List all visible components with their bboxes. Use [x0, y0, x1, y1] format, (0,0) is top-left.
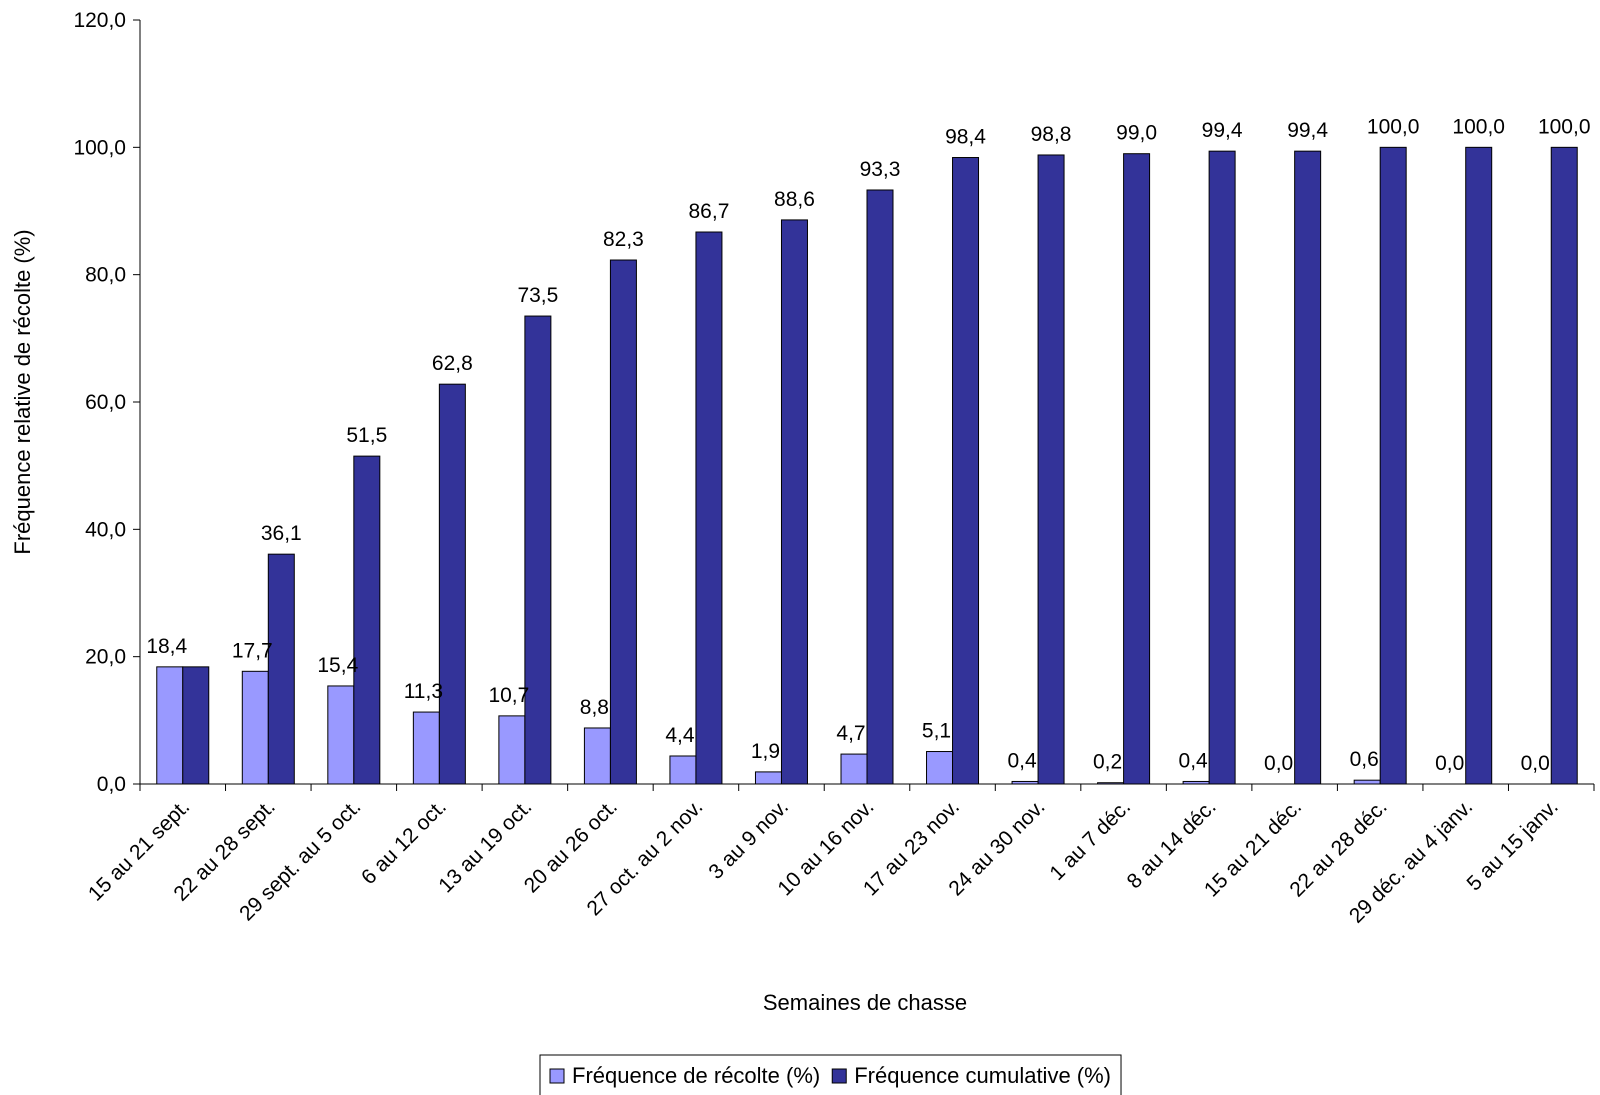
ticks-group: 15 au 21 sept.22 au 28 sept.29 sept. au … — [73, 9, 1562, 928]
data-label-harvest-4: 10,7 — [488, 684, 529, 707]
legend-label-harvest: Fréquence de récolte (%) — [572, 1063, 820, 1088]
bar-cumulative-12 — [1208, 150, 1236, 785]
bar-harvest-1 — [241, 670, 269, 785]
data-label-harvest-15: 0,0 — [1435, 752, 1464, 775]
bar-harvest-5 — [583, 727, 611, 785]
data-label-harvest-13: 0,0 — [1264, 752, 1293, 775]
x-axis-title: Semaines de chasse — [763, 990, 967, 1015]
x-tick-label-7: 3 au 9 nov. — [704, 795, 793, 884]
legend-swatch-cumulative — [831, 1068, 847, 1084]
data-label-harvest-2: 15,4 — [317, 654, 358, 677]
bar-cumulative-5 — [609, 259, 637, 785]
data-label-cumulative-10: 98,8 — [1031, 123, 1072, 146]
x-tick-label-11: 1 au 7 déc. — [1045, 795, 1135, 885]
data-label-cumulative-16: 100,0 — [1538, 115, 1591, 138]
data-label-harvest-9: 5,1 — [922, 720, 951, 743]
data-label-harvest-1: 17,7 — [232, 639, 273, 662]
y-tick-label-6: 120,0 — [73, 9, 126, 32]
data-label-cumulative-1: 36,1 — [261, 522, 302, 545]
bar-cumulative-13 — [1294, 150, 1322, 785]
data-label-cumulative-4: 73,5 — [517, 284, 558, 307]
bar-harvest-0 — [156, 666, 184, 785]
data-label-harvest-16: 0,0 — [1521, 752, 1550, 775]
data-label-cumulative-9: 98,4 — [945, 126, 986, 149]
legend-label-cumulative: Fréquence cumulative (%) — [854, 1063, 1111, 1088]
data-label-cumulative-6: 86,7 — [689, 200, 730, 223]
y-tick-label-2: 40,0 — [85, 518, 126, 541]
bars-group — [156, 146, 1578, 785]
bar-cumulative-15 — [1465, 146, 1493, 785]
bar-harvest-14 — [1353, 779, 1381, 785]
data-label-cumulative-12: 99,4 — [1202, 119, 1243, 142]
data-label-cumulative-11: 99,0 — [1116, 122, 1157, 145]
data-label-cumulative-8: 93,3 — [860, 158, 901, 181]
bar-cumulative-14 — [1379, 146, 1407, 785]
bar-harvest-9 — [926, 751, 954, 785]
y-tick-label-5: 100,0 — [73, 136, 126, 159]
bar-harvest-2 — [327, 685, 355, 785]
legend-frame — [539, 1054, 1122, 1095]
bar-cumulative-3 — [438, 383, 466, 785]
bar-cumulative-11 — [1123, 153, 1151, 785]
data-label-harvest-6: 4,4 — [665, 724, 695, 747]
legend-swatch-harvest — [549, 1068, 565, 1084]
bar-cumulative-2 — [353, 455, 381, 785]
bar-cumulative-6 — [695, 231, 723, 785]
data-label-cumulative-15: 100,0 — [1452, 115, 1505, 138]
data-label-harvest-10: 0,4 — [1007, 749, 1037, 772]
bar-harvest-3 — [412, 711, 440, 785]
data-label-harvest-3: 11,3 — [404, 680, 443, 703]
data-label-cumulative-5: 82,3 — [603, 228, 644, 251]
y-axis-title: Fréquence relative de récolte (%) — [10, 229, 35, 554]
data-label-cumulative-13: 99,4 — [1287, 119, 1328, 142]
data-label-cumulative-3: 62,8 — [432, 352, 473, 375]
y-tick-label-0: 0,0 — [97, 773, 126, 796]
data-label-harvest-8: 4,7 — [836, 722, 865, 745]
data-label-cumulative-7: 88,6 — [774, 188, 815, 211]
x-tick-label-3: 6 au 12 oct. — [357, 795, 451, 889]
axes-group — [133, 19, 1595, 791]
data-label-cumulative-2: 51,5 — [346, 424, 387, 447]
bar-harvest-8 — [840, 753, 868, 785]
bar-cumulative-9 — [952, 157, 980, 785]
bar-cumulative-4 — [524, 315, 552, 785]
y-tick-label-1: 20,0 — [85, 646, 126, 669]
data-label-harvest-7: 1,9 — [751, 740, 780, 763]
y-tick-label-4: 80,0 — [85, 264, 126, 287]
bar-cumulative-0 — [182, 666, 210, 785]
bar-cumulative-1 — [267, 553, 295, 785]
data-label-harvest-0: 18,4 — [146, 635, 187, 658]
bar-cumulative-10 — [1037, 154, 1065, 785]
bar-cumulative-16 — [1550, 146, 1578, 785]
data-label-harvest-12: 0,4 — [1179, 749, 1209, 772]
bar-harvest-4 — [498, 715, 526, 785]
x-tick-label-16: 5 au 15 janv. — [1463, 795, 1563, 895]
data-label-harvest-14: 0,6 — [1350, 748, 1379, 771]
data-label-harvest-5: 8,8 — [580, 696, 609, 719]
bar-cumulative-8 — [866, 189, 894, 785]
bar-cumulative-7 — [780, 219, 808, 785]
data-label-harvest-11: 0,2 — [1093, 751, 1122, 774]
y-tick-label-3: 60,0 — [85, 391, 126, 414]
data-labels-group: 18,4 17,7 36,1 15,4 51,5 11,3 62,8 10,7 73,5 8,8 8… — [146, 115, 1590, 775]
bar-harvest-7 — [754, 771, 782, 785]
bar-harvest-6 — [669, 755, 697, 785]
data-label-cumulative-14: 100,0 — [1367, 115, 1420, 138]
legend: Fréquence de récolte (%) Fréquence cumul… — [539, 1054, 1122, 1095]
